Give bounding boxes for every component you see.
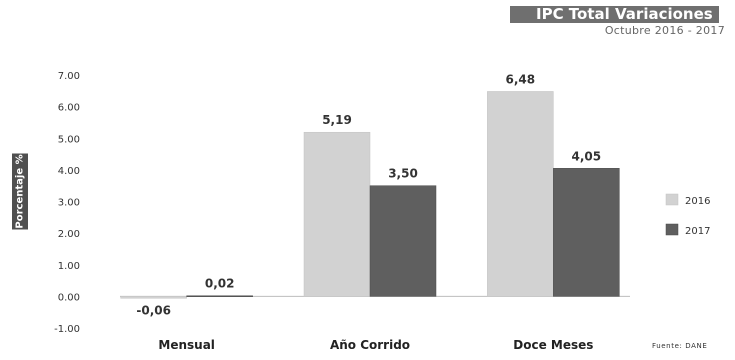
- y-tick-label: -1.00: [54, 324, 80, 335]
- source-note: Fuente: DANE: [652, 342, 708, 350]
- bar-2016-1: [303, 131, 371, 297]
- y-axis-label-bg: [12, 153, 28, 230]
- category-label: Mensual: [158, 338, 215, 352]
- bar-2017-2: [553, 168, 620, 297]
- y-tick-label: 7.00: [58, 71, 80, 82]
- y-tick-label: 1.00: [58, 261, 80, 272]
- data-label: 3,50: [388, 167, 418, 181]
- data-label: 6,48: [506, 72, 536, 86]
- bar-2016-2: [487, 91, 554, 297]
- bar-2017-1: [369, 185, 437, 297]
- chart-subtitle: Octubre 2016 - 2017: [604, 24, 725, 37]
- data-label: 5,19: [322, 113, 352, 127]
- y-tick-label: 2.00: [58, 229, 80, 240]
- chart-title: IPC Total Variaciones: [510, 6, 719, 23]
- y-tick-label: 6.00: [58, 103, 80, 114]
- data-label: -0,06: [136, 303, 171, 317]
- bar-2017-0: [186, 295, 253, 297]
- bar-2016-0: [120, 296, 187, 299]
- y-tick-label: 3.00: [58, 198, 80, 209]
- legend-label-2017: 2017: [685, 226, 710, 237]
- legend-label-2016: 2016: [685, 196, 710, 207]
- y-tick-label: 5.00: [58, 134, 80, 145]
- legend-swatch-2017: [665, 223, 679, 236]
- category-label: Año Corrido: [330, 338, 410, 352]
- data-label: 4,05: [572, 149, 602, 163]
- y-axis-label: Porcentaje %: [15, 154, 26, 228]
- y-tick-label: 4.00: [58, 166, 80, 177]
- data-label: 0,02: [205, 277, 235, 291]
- legend-swatch-2016: [665, 193, 679, 206]
- category-label: Doce Meses: [513, 338, 593, 352]
- y-tick-label: 0.00: [58, 292, 80, 303]
